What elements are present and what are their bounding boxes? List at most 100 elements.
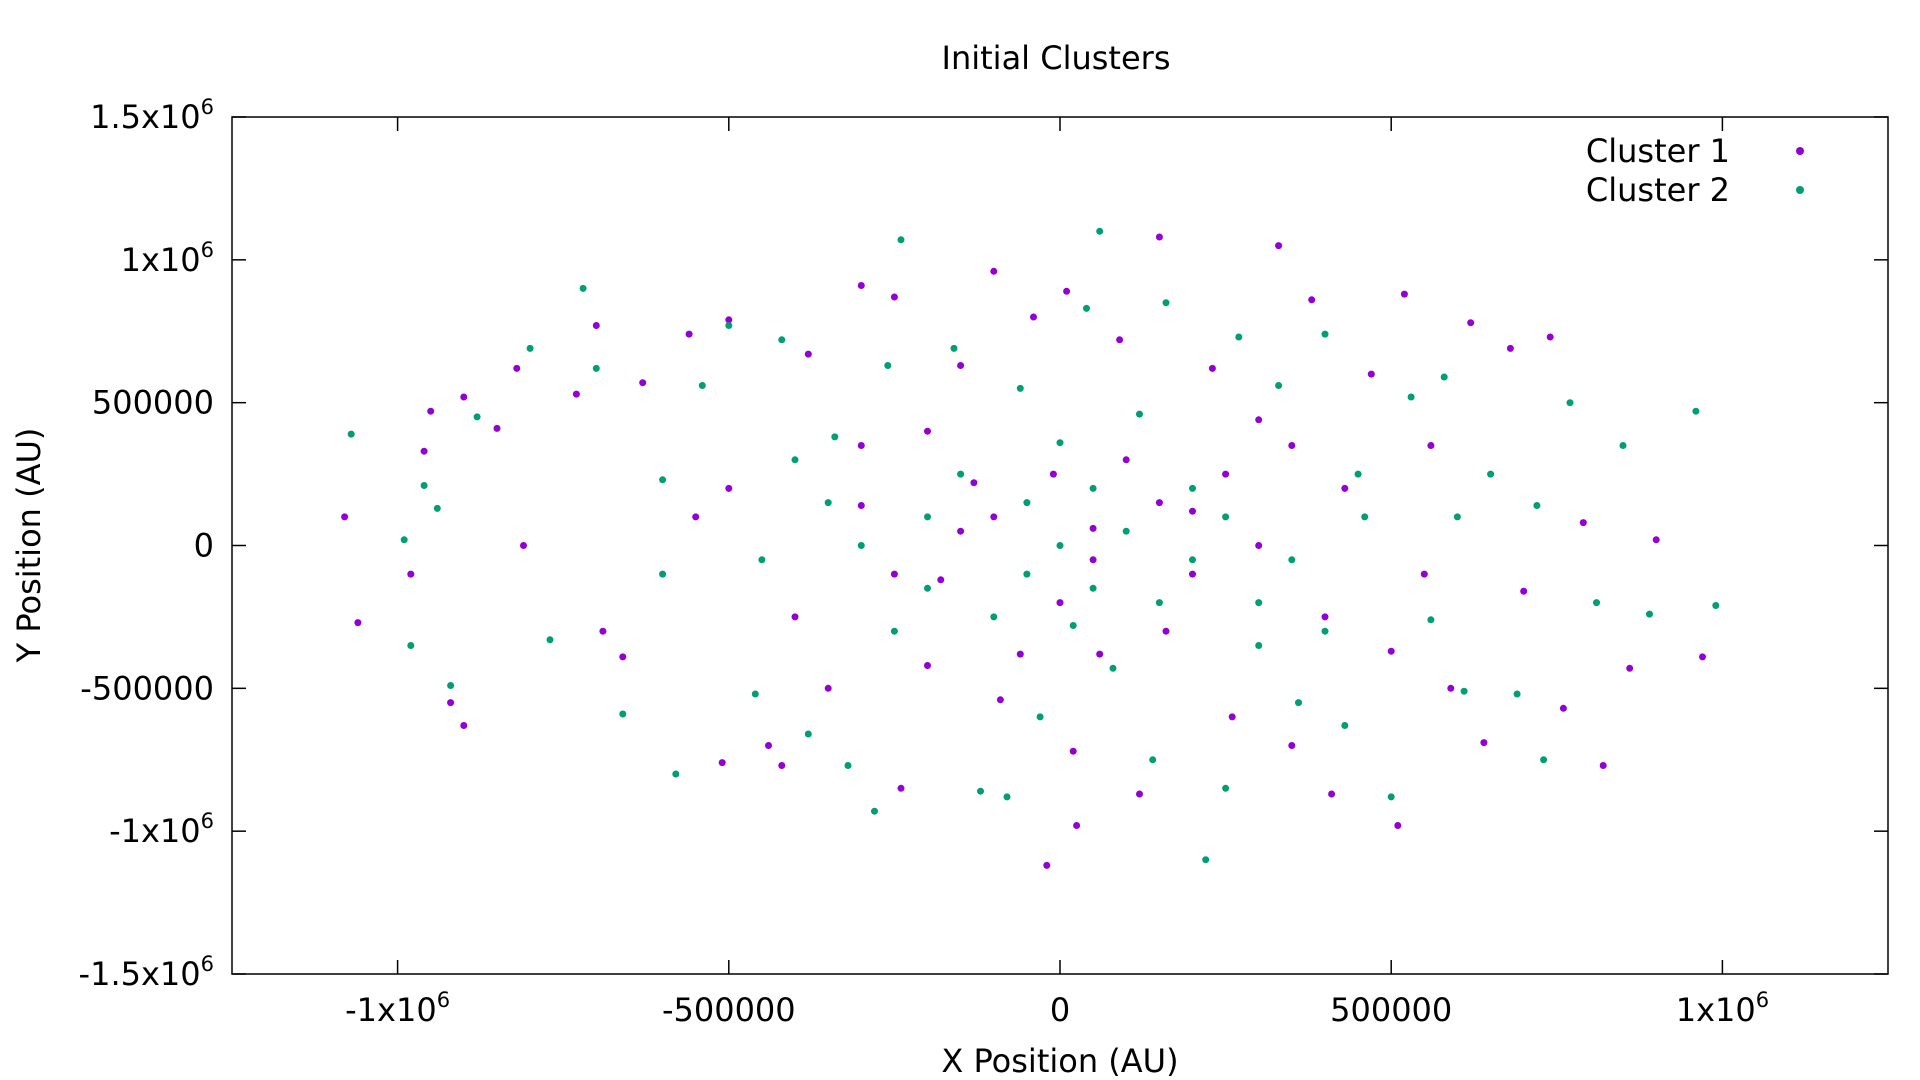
series-1-point bbox=[1255, 542, 1263, 549]
series-1-point bbox=[1367, 370, 1375, 378]
series-1-point bbox=[692, 513, 700, 521]
series-2-point bbox=[1321, 330, 1329, 338]
series-2-point bbox=[1235, 333, 1243, 341]
y-tick-label: 500000 bbox=[92, 384, 214, 422]
series-2-point bbox=[1155, 599, 1163, 607]
series-2-point bbox=[420, 482, 428, 489]
series-1-point bbox=[447, 699, 455, 707]
series-1-point bbox=[599, 627, 607, 635]
series-1-point bbox=[354, 619, 362, 627]
series-1-point bbox=[718, 759, 726, 767]
legend-marker bbox=[1796, 186, 1804, 194]
series-1-point bbox=[1394, 822, 1402, 829]
series-1-point bbox=[341, 513, 349, 521]
series-1-point bbox=[1073, 822, 1081, 829]
series-2-point bbox=[1202, 856, 1210, 864]
series-1-point bbox=[592, 322, 600, 329]
series-1-point bbox=[857, 442, 865, 449]
series-2-point bbox=[1341, 722, 1349, 729]
series-1-point bbox=[1447, 684, 1455, 692]
chart-title: Initial Clusters bbox=[942, 39, 1171, 77]
series-1-point bbox=[639, 379, 647, 387]
series-2-point bbox=[619, 710, 627, 718]
series-2-point bbox=[1056, 542, 1064, 549]
series-1-point bbox=[725, 316, 733, 324]
series-1-point bbox=[957, 362, 965, 369]
series-1-points bbox=[341, 233, 1706, 869]
series-1-point bbox=[1049, 470, 1057, 478]
series-2-point bbox=[1646, 610, 1653, 618]
series-1-point bbox=[520, 542, 527, 549]
series-1-point bbox=[1480, 739, 1488, 747]
series-1-point bbox=[1016, 650, 1024, 658]
series-2-point bbox=[1003, 793, 1011, 801]
series-1-point bbox=[778, 762, 786, 769]
series-2-point bbox=[890, 627, 898, 635]
series-1-point bbox=[1069, 747, 1077, 755]
series-2-point bbox=[1692, 407, 1700, 415]
series-1-point bbox=[1288, 742, 1296, 749]
series-1-point bbox=[1427, 442, 1435, 449]
series-2-point bbox=[347, 430, 355, 438]
series-1-point bbox=[1056, 599, 1064, 607]
y-tick-label: -1x106 bbox=[109, 809, 214, 850]
y-tick-label: 0 bbox=[194, 527, 214, 565]
series-1-point bbox=[1400, 290, 1408, 298]
legend-label: Cluster 1 bbox=[1586, 132, 1730, 170]
series-2-point bbox=[1222, 784, 1230, 792]
series-2-point bbox=[1619, 442, 1627, 449]
series-2-point bbox=[1056, 439, 1064, 447]
series-1-point bbox=[824, 684, 832, 692]
series-1-point bbox=[897, 784, 905, 792]
series-2-point bbox=[1440, 373, 1448, 381]
series-2-point bbox=[1023, 570, 1031, 578]
series-2-point bbox=[1275, 382, 1283, 389]
series-1-point bbox=[1089, 524, 1097, 532]
series-1-point bbox=[1063, 287, 1071, 295]
series-2-point bbox=[1189, 556, 1196, 564]
series-2-point bbox=[1089, 484, 1097, 492]
series-1-point bbox=[765, 742, 772, 749]
x-tick-label: 0 bbox=[1050, 991, 1070, 1029]
series-2-point bbox=[447, 682, 455, 689]
series-1-point bbox=[1089, 556, 1097, 564]
series-2-point bbox=[897, 236, 905, 244]
series-1-point bbox=[1626, 664, 1634, 672]
series-1-point bbox=[890, 570, 898, 578]
series-1-point bbox=[1506, 344, 1514, 352]
series-2-point bbox=[659, 570, 667, 578]
series-2-point bbox=[659, 476, 667, 484]
series-2-point bbox=[433, 504, 441, 512]
series-2-point bbox=[1149, 756, 1157, 764]
series-2-point bbox=[1096, 227, 1104, 235]
series-2-point bbox=[473, 413, 481, 421]
series-2-point bbox=[1453, 513, 1461, 521]
series-2-point bbox=[1122, 527, 1130, 535]
series-1-point bbox=[990, 267, 998, 275]
series-1-point bbox=[924, 662, 931, 669]
series-1-point bbox=[513, 364, 521, 372]
series-1-point bbox=[1208, 364, 1216, 372]
series-1-point bbox=[857, 282, 865, 289]
axis-ticks: -1x106 -500000 0 500000 1x106 1.5x106 1x106 500… bbox=[79, 95, 1888, 1029]
series-2-point bbox=[884, 362, 892, 369]
series-2-point bbox=[1255, 599, 1263, 607]
series-1-point bbox=[1155, 233, 1163, 241]
series-2-point bbox=[1295, 699, 1302, 707]
series-1-point bbox=[725, 484, 733, 492]
series-1-point bbox=[1599, 762, 1607, 769]
series-2-point bbox=[751, 690, 759, 698]
series-1-point bbox=[791, 613, 799, 621]
series-1-point bbox=[1387, 647, 1395, 655]
series-1-point bbox=[1162, 627, 1170, 635]
series-1-point bbox=[1255, 416, 1263, 424]
series-2-point bbox=[526, 344, 534, 352]
series-1-point bbox=[1096, 650, 1104, 658]
y-tick-label: -1.5x106 bbox=[79, 952, 214, 993]
series-1-point bbox=[996, 696, 1004, 704]
series-1-point bbox=[1030, 313, 1037, 321]
series-1-point bbox=[1288, 442, 1296, 449]
series-1-point bbox=[1155, 499, 1163, 507]
series-1-point bbox=[460, 393, 468, 401]
series-1-point bbox=[1420, 570, 1428, 578]
